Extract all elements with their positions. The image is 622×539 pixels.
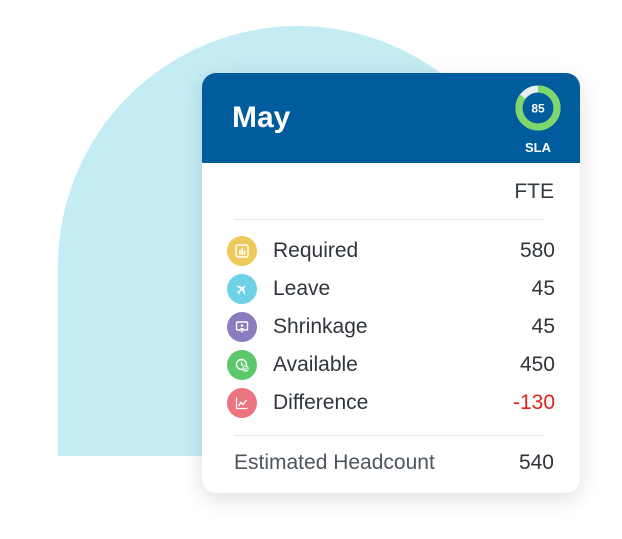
clock-check-icon xyxy=(227,350,257,380)
row-label: Available xyxy=(273,353,358,376)
card-header: May 85 SLA xyxy=(202,73,580,163)
row-value: 45 xyxy=(531,277,555,300)
trend-line-icon xyxy=(227,388,257,418)
row-value: 580 xyxy=(519,239,555,262)
airplane-icon xyxy=(227,274,257,304)
divider xyxy=(234,435,544,436)
row-label: Required xyxy=(273,239,359,262)
estimated-headcount-label: Estimated Headcount xyxy=(234,451,435,474)
row-value: -130 xyxy=(512,391,555,414)
divider xyxy=(234,219,544,220)
fte-column-header: FTE xyxy=(514,180,554,203)
fte-summary-card: May 85 SLA FTE Required 580 Leave 45 xyxy=(202,73,580,493)
estimated-headcount-value: 540 xyxy=(518,451,554,474)
row-label: Difference xyxy=(273,391,369,414)
bar-chart-icon xyxy=(227,236,257,266)
sla-label: SLA xyxy=(525,140,551,155)
row-difference: Difference -130 xyxy=(227,387,555,419)
presentation-icon xyxy=(227,312,257,342)
row-value: 45 xyxy=(531,315,555,338)
row-shrinkage: Shrinkage 45 xyxy=(227,311,555,343)
month-title: May xyxy=(232,101,291,134)
row-leave: Leave 45 xyxy=(227,273,555,305)
sla-gauge-icon: 85 xyxy=(515,85,561,131)
row-value: 450 xyxy=(519,353,555,376)
row-required: Required 580 xyxy=(227,235,555,267)
sla-indicator: 85 SLA xyxy=(512,83,564,159)
sla-value: 85 xyxy=(531,102,545,116)
row-label: Leave xyxy=(273,277,331,300)
row-label: Shrinkage xyxy=(273,315,368,338)
row-available: Available 450 xyxy=(227,349,555,381)
